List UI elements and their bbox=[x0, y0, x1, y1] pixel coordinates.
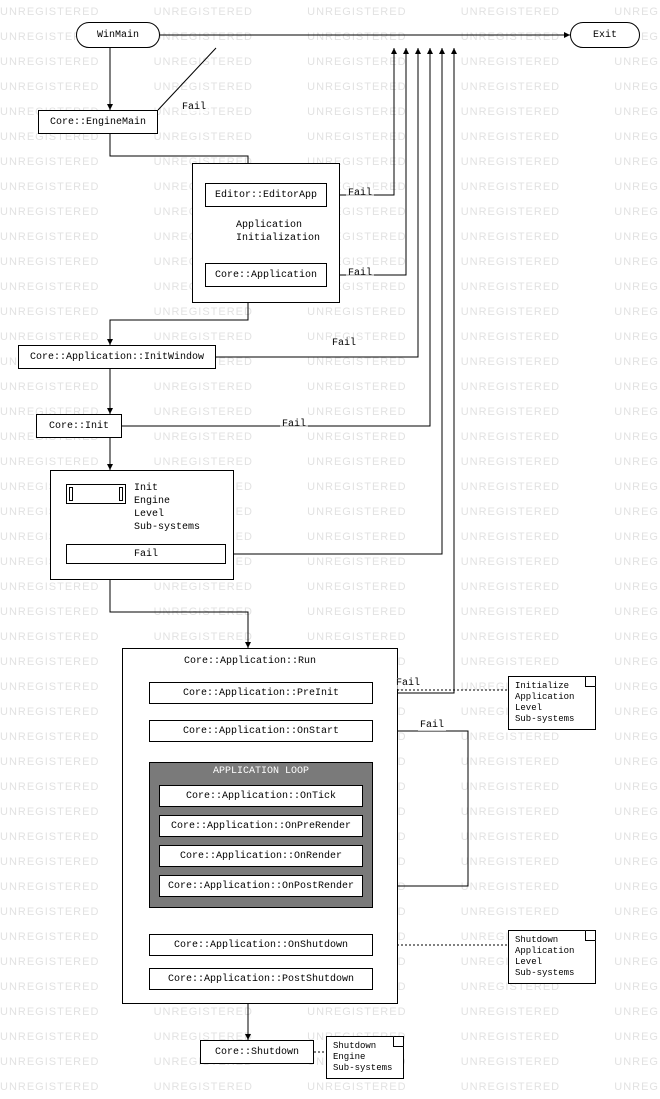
label: Core::Application::OnTick bbox=[186, 791, 336, 802]
label: Core::Application::OnPreRender bbox=[171, 821, 351, 832]
run-title: Core::Application::Run bbox=[182, 656, 318, 667]
label: Core::Application::OnStart bbox=[183, 726, 339, 737]
node-onrender: Core::Application::OnRender bbox=[159, 845, 363, 867]
initengine-fail: Fail bbox=[66, 544, 226, 564]
node-initwindow: Core::Application::InitWindow bbox=[18, 345, 216, 369]
subprocess-icon bbox=[66, 484, 126, 504]
note-init-subsys: Initialize Application Level Sub-systems bbox=[508, 676, 596, 730]
note-shutdown-eng: Shutdown Engine Sub-systems bbox=[326, 1036, 404, 1079]
node-coreinit: Core::Init bbox=[36, 414, 122, 438]
node-coreshutdown: Core::Shutdown bbox=[200, 1040, 314, 1064]
node-winmain: WinMain bbox=[76, 22, 160, 48]
label: Core::Application::PostShutdown bbox=[168, 974, 354, 985]
label: Exit bbox=[593, 30, 617, 41]
label: Editor::EditorApp bbox=[215, 190, 317, 201]
node-enginemain: Core::EngineMain bbox=[38, 110, 158, 134]
label: Core::Application::OnPostRender bbox=[168, 881, 354, 892]
appinit-label: Application Initialization bbox=[236, 219, 320, 245]
fail-label: Fail bbox=[346, 188, 374, 199]
label: Core::EngineMain bbox=[50, 117, 146, 128]
initengine-text: Init Engine Level Sub-systems bbox=[134, 482, 200, 534]
label: Fail bbox=[134, 549, 158, 560]
label: Core::Application::OnRender bbox=[180, 851, 342, 862]
fail-label: Fail bbox=[280, 419, 308, 430]
node-postshutdown: Core::Application::PostShutdown bbox=[149, 968, 373, 990]
node-preinit: Core::Application::PreInit bbox=[149, 682, 373, 704]
node-onstart: Core::Application::OnStart bbox=[149, 720, 373, 742]
label: WinMain bbox=[97, 30, 139, 41]
label: Core::Shutdown bbox=[215, 1047, 299, 1058]
node-exit: Exit bbox=[570, 22, 640, 48]
node-editorapp: Editor::EditorApp bbox=[205, 183, 327, 207]
fail-label: Fail bbox=[346, 268, 374, 279]
fail-label: Fail bbox=[180, 102, 208, 113]
node-onpostrender: Core::Application::OnPostRender bbox=[159, 875, 363, 897]
node-onshutdown: Core::Application::OnShutdown bbox=[149, 934, 373, 956]
label: Core::Application::OnShutdown bbox=[174, 940, 348, 951]
node-onprerender: Core::Application::OnPreRender bbox=[159, 815, 363, 837]
fail-label: Fail bbox=[418, 720, 446, 731]
fail-label: Fail bbox=[330, 338, 358, 349]
node-coreapp: Core::Application bbox=[205, 263, 327, 287]
label: Core::Application bbox=[215, 270, 317, 281]
fail-label: Fail bbox=[394, 678, 422, 689]
label: Core::Application::PreInit bbox=[183, 688, 339, 699]
loop-title: APPLICATION LOOP bbox=[149, 766, 373, 777]
node-ontick: Core::Application::OnTick bbox=[159, 785, 363, 807]
label: Core::Init bbox=[49, 421, 109, 432]
note-shutdown-app: Shutdown Application Level Sub-systems bbox=[508, 930, 596, 984]
label: Core::Application::InitWindow bbox=[30, 352, 204, 363]
